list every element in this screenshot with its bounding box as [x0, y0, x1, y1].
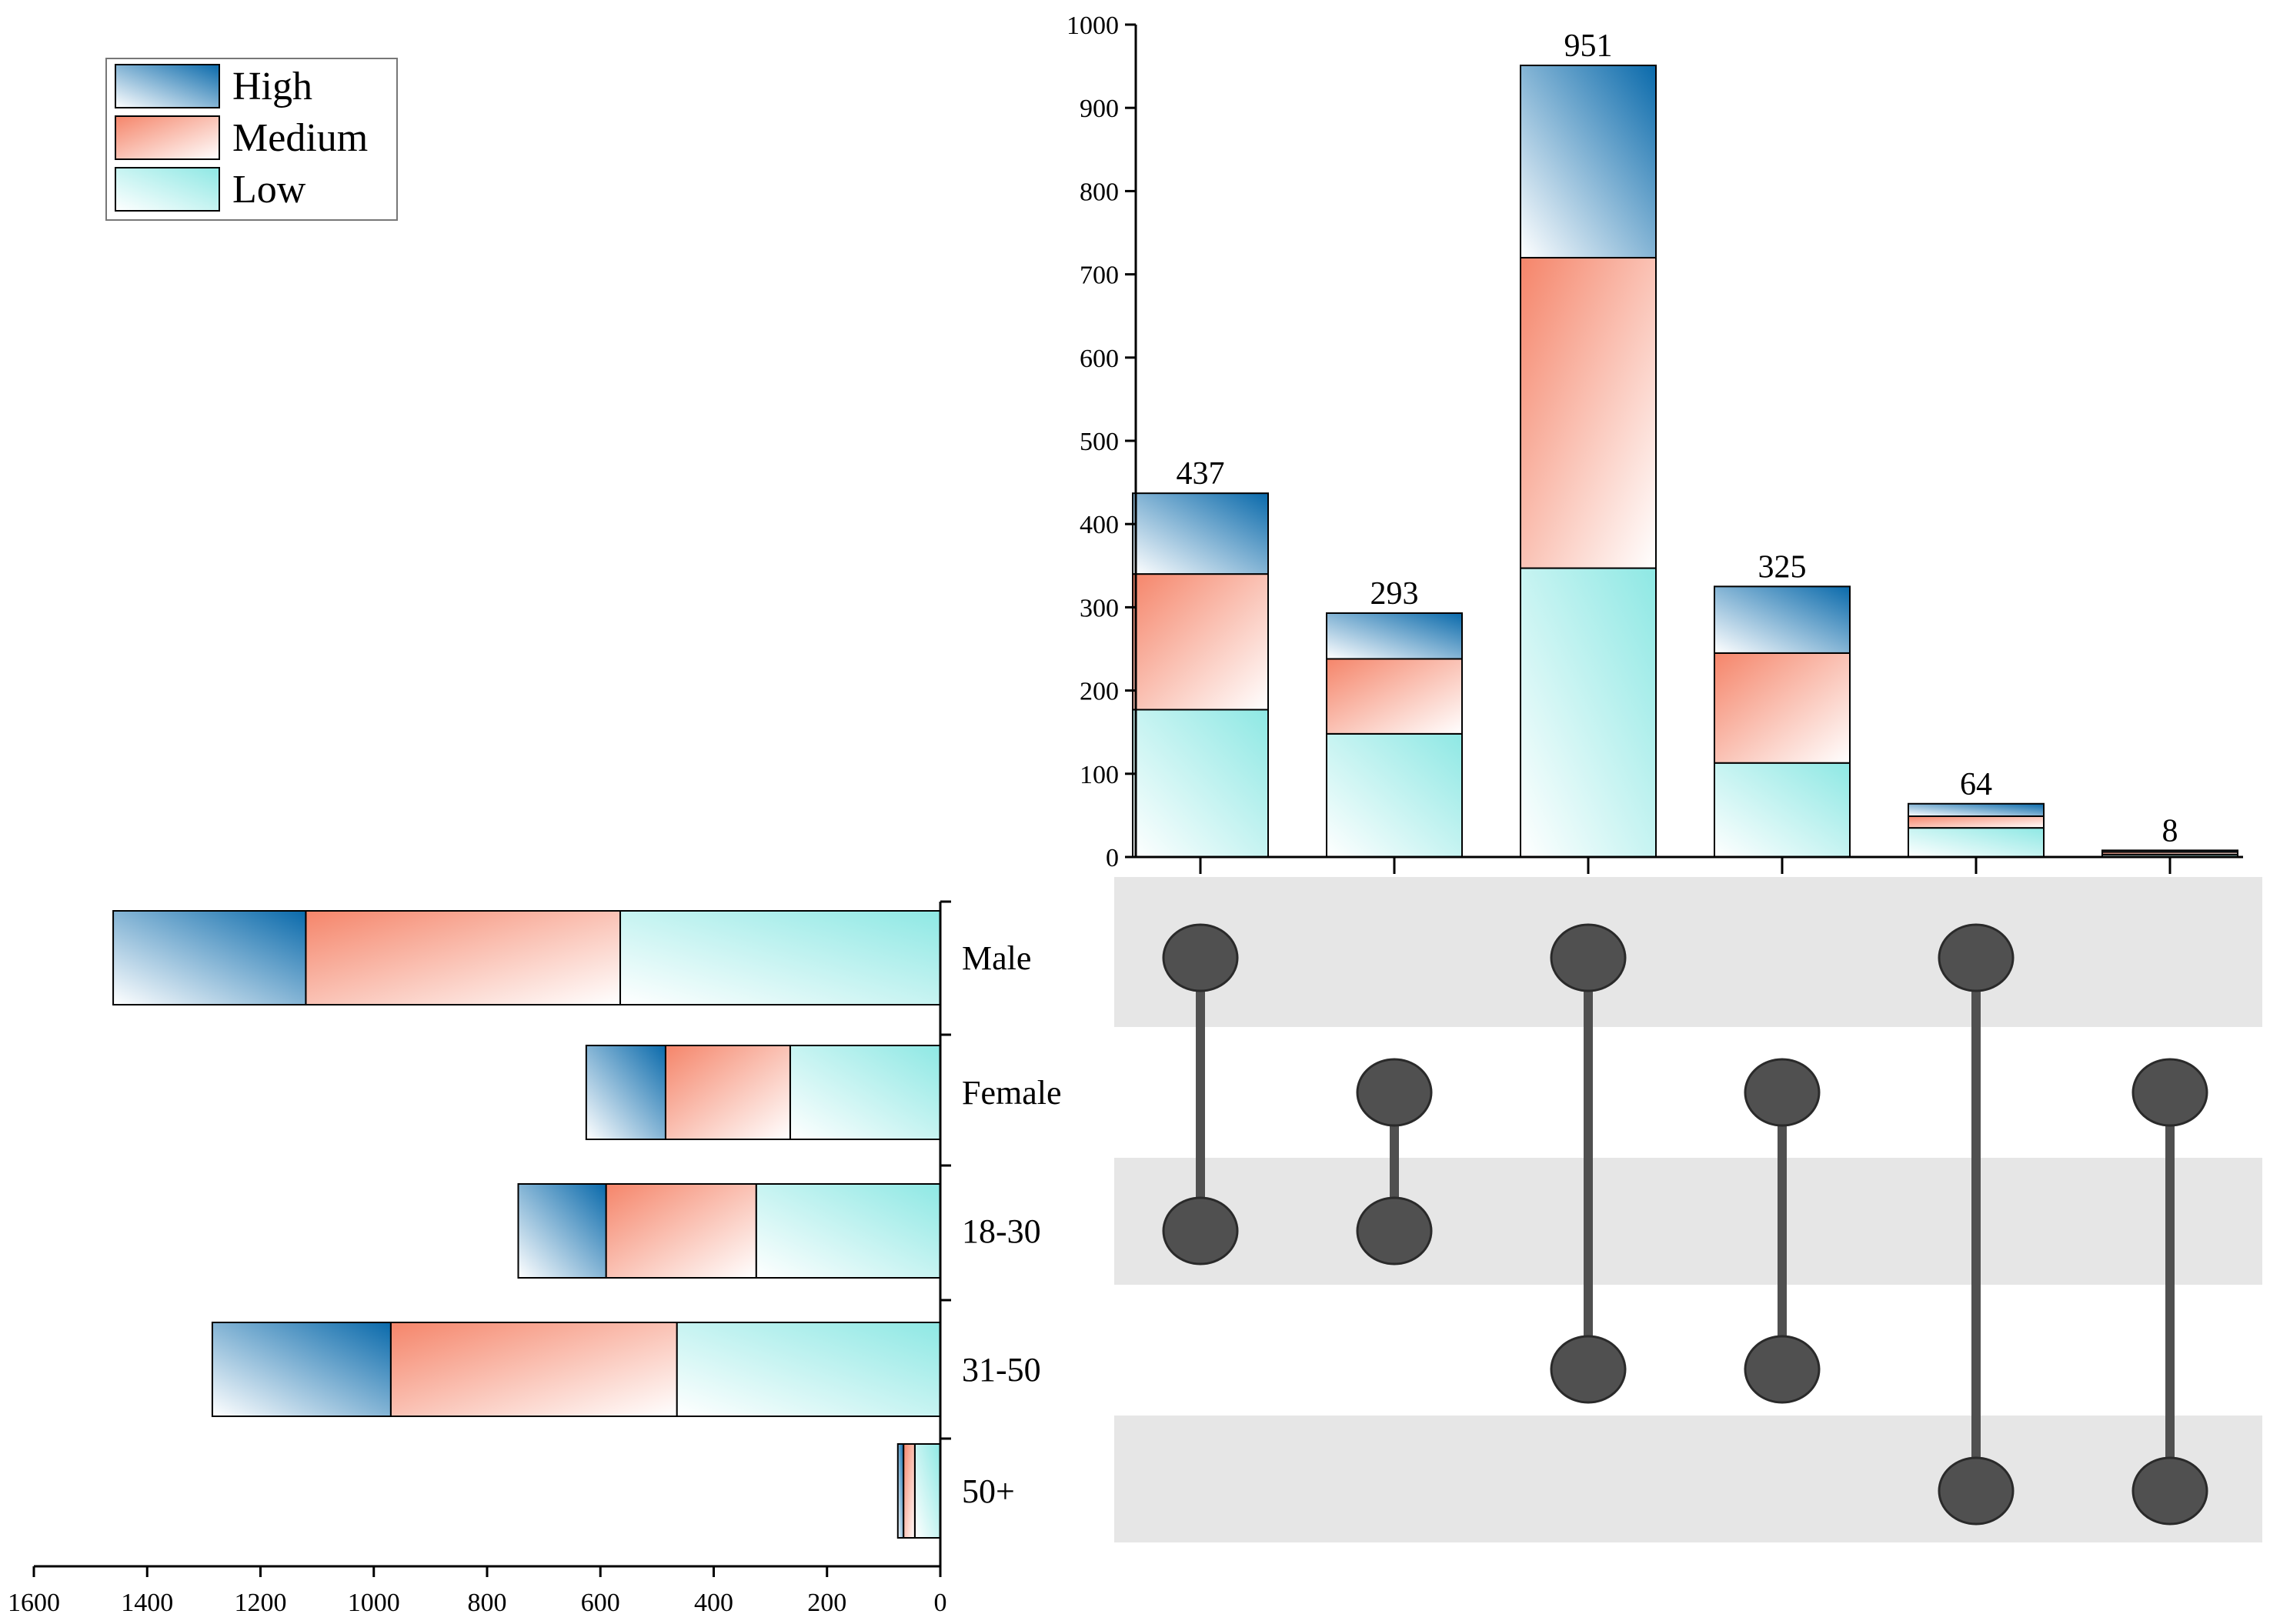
matrix-stripe — [1114, 877, 2262, 1027]
matrix-dot-male — [1162, 923, 1239, 992]
set-label-31-50: 31-50 — [962, 1351, 1041, 1389]
set-axis-tick-label: 0 — [934, 1589, 947, 1617]
intersection-bar-high — [1520, 65, 1657, 258]
matrix-dot-male — [1938, 923, 2015, 992]
intersection-bar-medium — [1520, 256, 1657, 569]
y-axis-tick-label: 700 — [1080, 262, 1119, 290]
intersection-total-label: 951 — [1564, 28, 1613, 64]
set-size-bar-medium — [903, 1443, 916, 1539]
matrix-dot-50 — [2131, 1456, 2208, 1526]
matrix-dot-male — [1550, 923, 1627, 992]
legend: High Medium Low — [105, 58, 398, 221]
intersection-bar-medium — [1326, 658, 1463, 735]
set-size-bars: Male Female 18-30 31-50 50+ — [112, 910, 1062, 1539]
set-axis-tick-label: 800 — [468, 1589, 507, 1617]
matrix-stripe — [1114, 1416, 2262, 1542]
matrix-dot-female — [1744, 1058, 1821, 1127]
intersection-total-label: 325 — [1758, 549, 1807, 585]
intersection-bar-medium — [1132, 573, 1269, 711]
set-axis-tick-label: 200 — [807, 1589, 846, 1617]
legend-label-low: Low — [232, 168, 306, 212]
set-axis-tick-label: 400 — [694, 1589, 733, 1617]
set-label-50: 50+ — [962, 1472, 1015, 1510]
y-axis-tick-label: 600 — [1080, 345, 1119, 373]
matrix-dot-50 — [1938, 1456, 2015, 1526]
intersection-total-label: 293 — [1370, 576, 1419, 612]
intersection-bar-low — [1908, 827, 2045, 859]
set-size-bar-medium — [389, 1322, 678, 1417]
intersection-bar-high — [1326, 612, 1463, 660]
matrix-dot-female — [1356, 1058, 1433, 1127]
set-size-bar-low — [676, 1322, 941, 1417]
set-size-bar-medium — [305, 910, 622, 1005]
legend-label-medium: Medium — [232, 116, 368, 160]
y-axis-tick-label: 400 — [1080, 511, 1119, 539]
matrix-dot-31-50 — [1744, 1335, 1821, 1404]
intersection-total-label: 437 — [1177, 456, 1225, 492]
intersection-axis: 0 100 200 300 400 500 600 700 800 900 1000 — [1067, 12, 2243, 874]
set-size-bar-low — [789, 1045, 942, 1140]
intersection-matrix — [1162, 923, 2208, 1526]
y-axis-tick-label: 900 — [1080, 95, 1119, 123]
set-size-bar-medium — [605, 1183, 757, 1279]
intersection-total-label: 8 — [2162, 813, 2178, 849]
set-axis-tick-label: 1600 — [8, 1589, 60, 1617]
set-axis-tick-label: 1400 — [121, 1589, 173, 1617]
matrix-stripe — [1114, 1158, 2262, 1285]
intersection-bar-medium — [1908, 815, 2045, 829]
set-size-bar-high — [517, 1183, 607, 1279]
intersection-total-label: 64 — [1960, 767, 1992, 802]
set-size-bar-high — [211, 1322, 392, 1417]
y-axis-tick-label: 0 — [1106, 844, 1119, 872]
set-size-axis: 1600 1400 1200 1000 800 600 400 200 0 — [8, 900, 951, 1617]
legend-swatch-low — [115, 167, 220, 212]
intersection-bar-medium — [1714, 652, 1851, 764]
intersection-bar-high — [1714, 585, 1851, 654]
y-axis-tick-label: 1000 — [1067, 12, 1119, 40]
intersection-bar-high — [1132, 492, 1269, 575]
y-axis-tick-label: 800 — [1080, 178, 1119, 206]
y-axis-tick-label: 500 — [1080, 428, 1119, 456]
intersection-bar-low — [1520, 567, 1657, 859]
y-axis-tick-label: 200 — [1080, 678, 1119, 706]
set-size-bar-low — [619, 910, 941, 1005]
y-axis-tick-label: 300 — [1080, 594, 1119, 622]
set-size-bar-low — [913, 1443, 942, 1539]
legend-swatch-medium — [115, 115, 220, 160]
intersection-bar-low — [1714, 762, 1851, 859]
matrix-dot-18-30 — [1356, 1196, 1433, 1266]
set-label-male: Male — [962, 939, 1031, 977]
set-label-female: Female — [962, 1074, 1062, 1112]
set-axis-tick-label: 1200 — [235, 1589, 287, 1617]
intersection-bar-low — [1326, 732, 1463, 859]
matrix-dot-female — [2131, 1058, 2208, 1127]
legend-label-high: High — [232, 65, 312, 108]
intersection-bars: 437 293 951 325 64 8 — [1132, 28, 2238, 859]
matrix-dot-18-30 — [1162, 1196, 1239, 1266]
matrix-stripes — [1114, 877, 2262, 1542]
intersection-bar-high — [2101, 849, 2238, 853]
matrix-dot-31-50 — [1550, 1335, 1627, 1404]
set-axis-tick-label: 600 — [581, 1589, 620, 1617]
intersection-bar-high — [1908, 802, 2045, 817]
legend-swatch-high — [115, 64, 220, 108]
y-axis-tick-label: 100 — [1080, 761, 1119, 789]
set-label-18-30: 18-30 — [962, 1212, 1041, 1250]
set-size-bar-low — [755, 1183, 941, 1279]
set-size-bar-high — [896, 1443, 905, 1539]
set-size-bar-medium — [664, 1045, 791, 1140]
set-size-bar-high — [112, 910, 307, 1005]
set-axis-tick-label: 1000 — [348, 1589, 400, 1617]
set-size-bar-high — [585, 1045, 666, 1140]
intersection-bar-low — [1132, 709, 1269, 859]
